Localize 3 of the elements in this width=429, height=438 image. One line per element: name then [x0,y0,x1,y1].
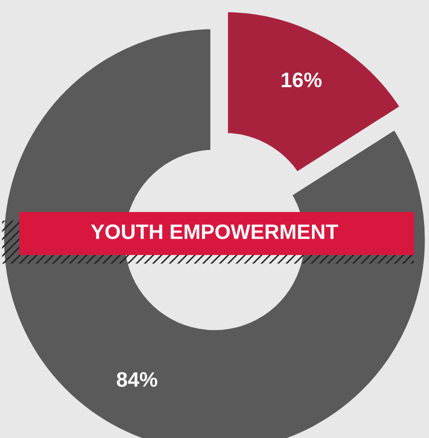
text: YOUTH EMPOWERMENT [91,224,338,240]
data-label: 84% [116,372,158,387]
data-label: 16% [282,72,322,88]
